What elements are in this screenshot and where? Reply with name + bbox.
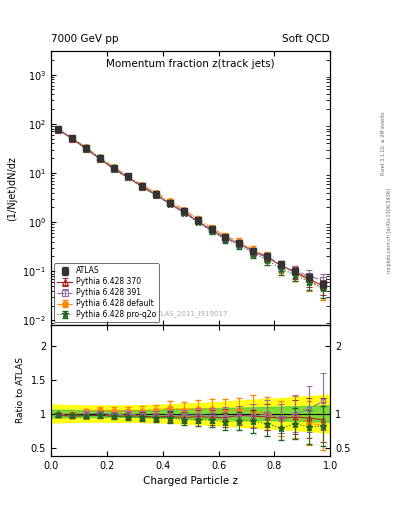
Text: Soft QCD: Soft QCD bbox=[283, 33, 330, 44]
Y-axis label: (1/Njet)dN/dz: (1/Njet)dN/dz bbox=[7, 156, 17, 221]
Text: Momentum fraction z(track jets): Momentum fraction z(track jets) bbox=[106, 59, 275, 70]
Text: 7000 GeV pp: 7000 GeV pp bbox=[51, 33, 119, 44]
X-axis label: Charged Particle z: Charged Particle z bbox=[143, 476, 238, 486]
Y-axis label: Ratio to ATLAS: Ratio to ATLAS bbox=[16, 357, 25, 423]
Legend: ATLAS, Pythia 6.428 370, Pythia 6.428 391, Pythia 6.428 default, Pythia 6.428 pr: ATLAS, Pythia 6.428 370, Pythia 6.428 39… bbox=[54, 263, 159, 322]
Text: ATLAS_2011_I919017: ATLAS_2011_I919017 bbox=[153, 310, 228, 317]
Text: Rivet 3.1.10, ≥ 2M events: Rivet 3.1.10, ≥ 2M events bbox=[381, 112, 386, 175]
Text: mcplots.cern.ch [arXiv:1306.3436]: mcplots.cern.ch [arXiv:1306.3436] bbox=[387, 188, 391, 273]
